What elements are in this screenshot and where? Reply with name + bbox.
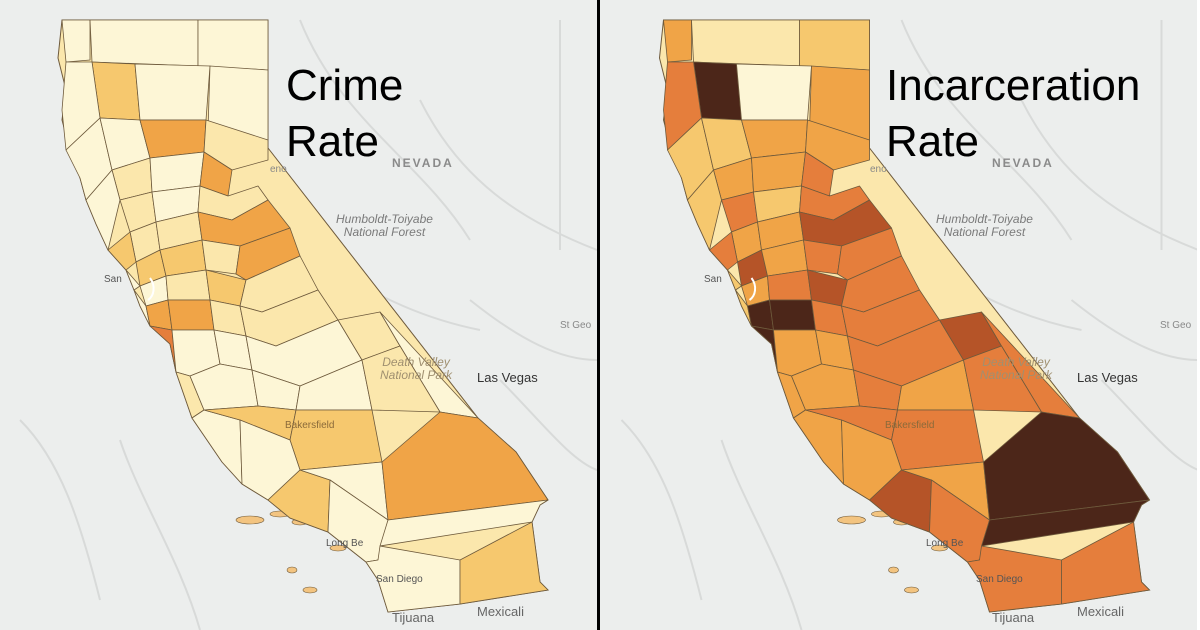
forest-label: Humboldt-Toiyabe National Forest	[336, 213, 433, 239]
county-region	[459, 521, 549, 605]
incarceration-rate-map	[620, 19, 1197, 630]
tijuana-label: Tijuana	[392, 610, 435, 625]
county-region	[841, 419, 902, 501]
crime-rate-map	[19, 19, 597, 630]
san-francisco-label: San	[104, 274, 122, 285]
incarceration-rate-map-panel: Incarceration Rate NEVADA Humboldt-Toiya…	[600, 0, 1197, 630]
death-valley-label: Death Valley National Park	[980, 356, 1052, 382]
nevada-label: NEVADA	[392, 156, 454, 170]
map-title-line1: Crime	[286, 61, 404, 110]
tijuana-label: Tijuana	[992, 610, 1035, 625]
map-title-line2: Rate	[286, 117, 379, 166]
reno-label: eno	[270, 164, 287, 175]
bakersfield-label: Bakersfield	[285, 420, 335, 431]
las-vegas-label: Las Vegas	[1077, 370, 1138, 385]
county-region	[803, 239, 842, 275]
county-region	[691, 19, 800, 67]
county-region	[89, 19, 199, 67]
forest-label-line2: National Forest	[943, 225, 1026, 239]
county-region	[981, 499, 1150, 547]
county-region	[727, 269, 742, 291]
county-region	[239, 419, 301, 501]
st-george-label: St Geo	[1160, 320, 1192, 331]
mexicali-label: Mexicali	[477, 604, 524, 619]
long-beach-label: Long Be	[926, 538, 964, 549]
bakersfield-label: Bakersfield	[885, 420, 935, 431]
forest-label-line1: Humboldt-Toiyabe	[936, 212, 1033, 226]
county-region	[125, 269, 141, 291]
panel-divider	[597, 0, 600, 630]
death-valley-label-line2: National Park	[380, 368, 453, 382]
county-region	[289, 409, 383, 471]
county-region	[61, 19, 91, 63]
san-diego-label: San Diego	[976, 574, 1023, 585]
map-title: Incarceration Rate	[886, 58, 1140, 170]
county-region	[736, 63, 812, 121]
county-region	[201, 239, 241, 275]
forest-label-line2: National Forest	[343, 225, 426, 239]
death-valley-label-line2: National Park	[980, 368, 1053, 382]
death-valley-label: Death Valley National Park	[380, 356, 452, 382]
county-region	[805, 119, 870, 171]
county-region	[769, 299, 816, 331]
county-region	[663, 19, 692, 63]
county-region	[191, 409, 243, 485]
county-region	[751, 151, 806, 193]
las-vegas-label: Las Vegas	[477, 370, 538, 385]
map-title-line1: Incarceration	[886, 61, 1141, 110]
county-region	[167, 299, 215, 331]
county-region	[741, 119, 808, 159]
san-diego-label: San Diego	[376, 574, 423, 585]
county-region	[379, 499, 549, 547]
county-region	[1061, 521, 1150, 605]
county-region	[687, 169, 722, 251]
county-region	[799, 19, 870, 71]
county-region	[203, 119, 269, 171]
map-title-line2: Rate	[886, 117, 979, 166]
forest-label-line1: Humboldt-Toiyabe	[336, 212, 433, 226]
county-region	[139, 119, 207, 159]
county-region	[149, 151, 205, 193]
reno-label: eno	[870, 164, 887, 175]
long-beach-label: Long Be	[326, 538, 364, 549]
county-region	[891, 409, 984, 471]
death-valley-label-line1: Death Valley	[382, 355, 450, 369]
san-francisco-label: San	[704, 274, 722, 285]
map-title: Crime Rate	[286, 58, 403, 170]
mexicali-label: Mexicali	[1077, 604, 1124, 619]
nevada-label: NEVADA	[992, 156, 1054, 170]
county-region	[197, 19, 269, 71]
forest-label: Humboldt-Toiyabe National Forest	[936, 213, 1033, 239]
county-region	[134, 63, 211, 121]
st-george-label: St Geo	[560, 320, 592, 331]
crime-rate-map-panel: Crime Rate NEVADA Humboldt-Toiyabe Natio…	[0, 0, 597, 630]
county-region	[85, 169, 121, 251]
death-valley-label-line1: Death Valley	[982, 355, 1050, 369]
county-region	[793, 409, 844, 485]
